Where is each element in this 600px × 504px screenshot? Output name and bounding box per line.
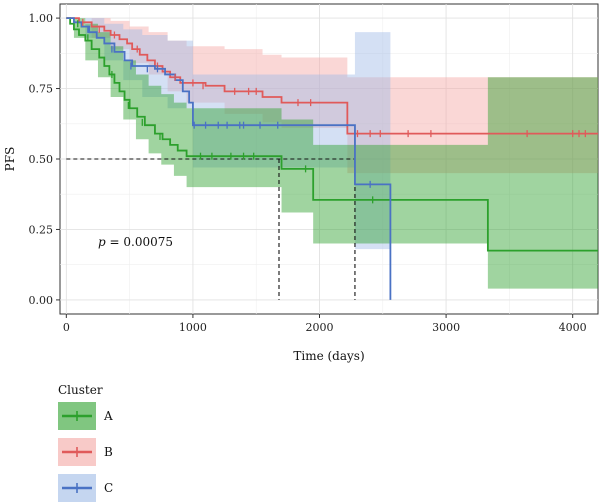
legend-item-b: B xyxy=(58,438,113,466)
legend: Cluster A B C xyxy=(58,383,113,502)
legend-label-a: A xyxy=(103,409,113,423)
y-tick-label: 1.00 xyxy=(29,12,54,25)
legend-title: Cluster xyxy=(58,383,103,397)
p-value-annotation: p = 0.00075 xyxy=(98,235,173,249)
y-tick-label: 0.00 xyxy=(29,294,54,307)
x-tick-label: 1000 xyxy=(179,321,207,334)
y-tick-label: 0.50 xyxy=(29,153,54,166)
y-tick-label: 0.75 xyxy=(29,83,54,96)
survival-curve-a xyxy=(66,17,598,252)
survival-curve-c xyxy=(66,17,392,300)
confidence-band-c xyxy=(66,18,391,250)
x-tick-label: 0 xyxy=(63,321,70,334)
legend-label-b: B xyxy=(104,445,113,459)
legend-label-c: C xyxy=(104,481,113,495)
x-tick-label: 3000 xyxy=(432,321,460,334)
legend-item-a: A xyxy=(58,402,113,430)
legend-item-c: C xyxy=(58,474,113,502)
y-axis-title: PFS xyxy=(3,147,17,172)
confidence-band-a xyxy=(66,18,599,289)
x-axis-title: Time (days) xyxy=(293,349,364,363)
censor-marks xyxy=(77,18,586,204)
y-tick-label: 0.25 xyxy=(29,223,54,236)
x-tick-label: 4000 xyxy=(559,321,587,334)
x-tick-label: 2000 xyxy=(306,321,334,334)
axes: 0 1000 2000 3000 4000 0.00 0.25 0.50 0.75 1.00 xyxy=(29,12,587,334)
